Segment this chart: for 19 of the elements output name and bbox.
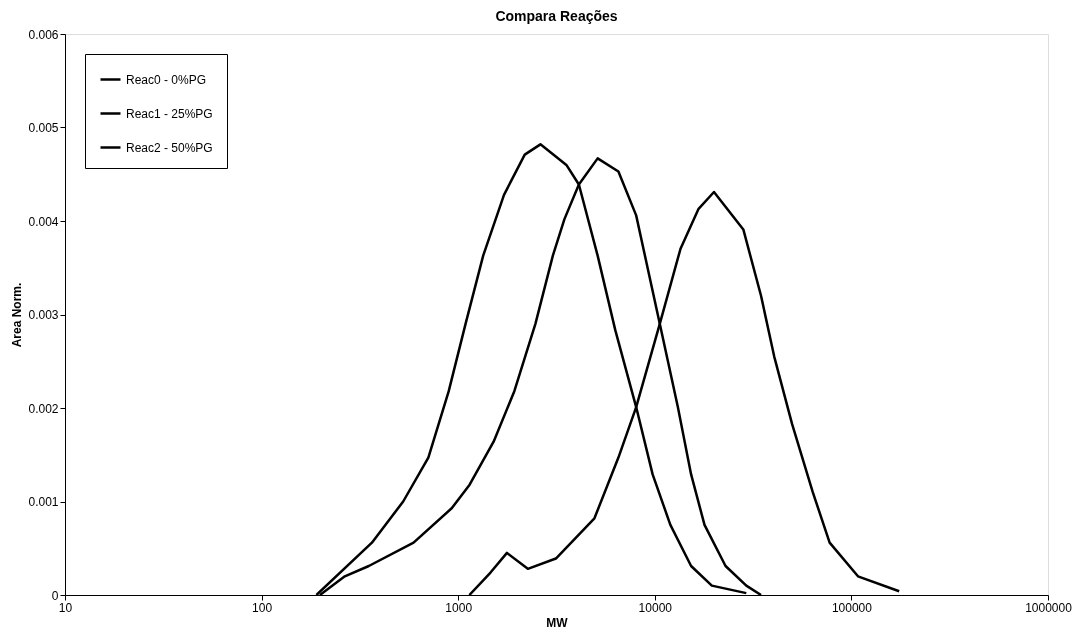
y-tick-label: 0.002: [28, 401, 59, 416]
y-tick-label: 0.006: [28, 27, 59, 42]
x-axis-title: MW: [546, 615, 569, 630]
legend-label: Reac1 - 25%PG: [126, 106, 213, 121]
y-axis-title: Area Norm.: [10, 282, 25, 348]
legend-label: Reac2 - 50%PG: [126, 140, 213, 155]
x-tick-label: 1000: [445, 600, 473, 615]
legend-label: Reac0 - 0%PG: [126, 72, 207, 87]
x-tick-label: 10000: [638, 600, 673, 615]
x-tick-label: 100: [252, 600, 273, 615]
x-tick-label: 1000000: [1025, 600, 1073, 615]
y-tick-label: 0.004: [28, 214, 59, 229]
y-tick-label: 0.003: [28, 308, 59, 322]
y-tick-label: 0.005: [28, 121, 59, 135]
x-tick-label: 100000: [831, 600, 873, 615]
y-tick-label: 0: [51, 588, 59, 603]
chart-title: Compara Reações: [495, 8, 618, 24]
x-tick-label: 10: [58, 600, 73, 615]
y-tick-label: 0.001: [28, 495, 59, 509]
